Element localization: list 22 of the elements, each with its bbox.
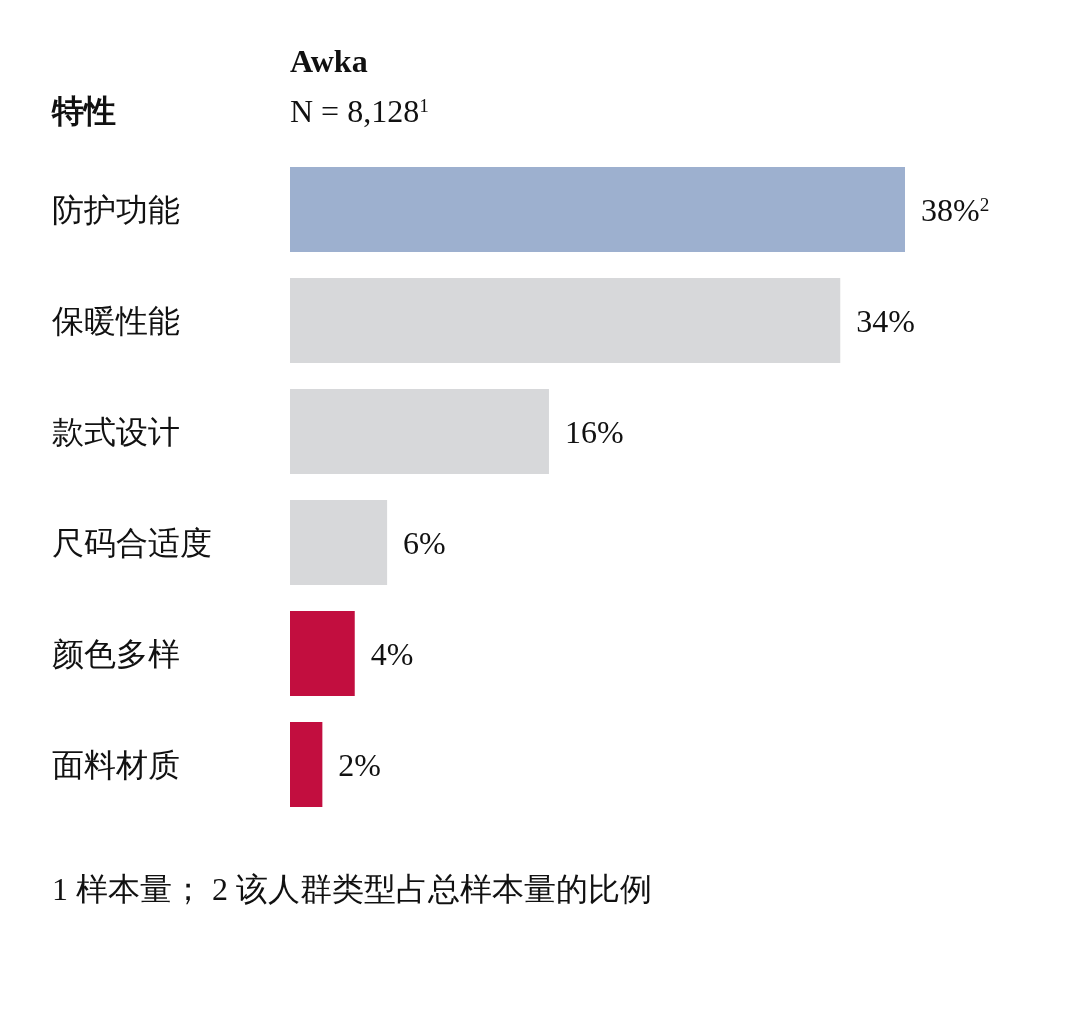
y-tick-label: 面料材质 xyxy=(52,746,180,783)
bar xyxy=(290,722,323,807)
chart-title: Awka xyxy=(290,43,368,79)
y-tick-label: 颜色多样 xyxy=(52,635,180,672)
y-tick-label: 款式设计 xyxy=(52,413,180,450)
chart-subtitle: N = 8,128$^{1}$ xyxy=(290,93,429,129)
y-tick-label: 防护功能 xyxy=(52,191,180,228)
y-axis-title: 特性 xyxy=(51,93,116,129)
bar xyxy=(290,500,388,585)
text: 1 样本量； 2 该人群类型占总样本量的比例 xyxy=(52,871,652,907)
data-label: 34% xyxy=(856,302,915,339)
data-label: 4% xyxy=(370,635,414,672)
data-label: 16% xyxy=(564,413,624,450)
data-label: 2% xyxy=(338,746,382,783)
bar xyxy=(290,167,905,252)
bar xyxy=(290,278,841,363)
y-tick-label: 尺码合适度 xyxy=(52,524,212,561)
y-tick-label: 保暖性能 xyxy=(52,302,180,339)
data-label: 38%$^{2}$ xyxy=(921,191,990,228)
bar xyxy=(290,389,549,474)
bar xyxy=(290,611,355,696)
data-label: 6% xyxy=(403,524,446,561)
